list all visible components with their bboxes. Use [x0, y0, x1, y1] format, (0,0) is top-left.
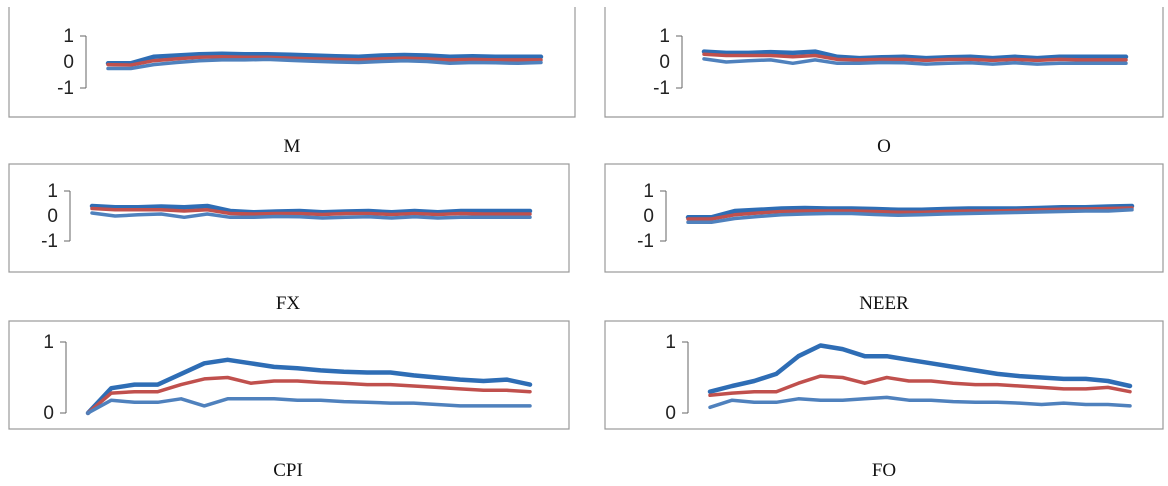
caption-fo: FO [871, 460, 897, 481]
y-axis-bracket [64, 190, 71, 242]
series-upper-line [701, 49, 1129, 61]
chart-frame [604, 320, 1164, 430]
series-lower-line [86, 397, 532, 415]
panel-o: 1 0 -1 [604, 6, 1164, 118]
caption-cpi: CPI [273, 460, 303, 481]
series-lower-line [106, 57, 543, 71]
y-tick-label: 1 [643, 181, 654, 202]
chart-fo: 10 [604, 320, 1164, 430]
y-tick-label: 0 [47, 206, 58, 227]
panel-neer: 1 0 -1 [604, 163, 1164, 273]
chart-o: 1 0 -1 [604, 7, 1164, 118]
series-median-line [686, 206, 1134, 221]
caption-m: M [283, 136, 301, 157]
y-tick-label: 0 [63, 52, 74, 73]
chart-frame [604, 7, 1164, 118]
y-tick-label: -1 [637, 231, 654, 252]
series-median-line [708, 374, 1132, 398]
caption-neer: NEER [859, 293, 909, 314]
series-lower-line [90, 211, 532, 220]
series-median-line [702, 52, 1128, 63]
chart-frame [8, 7, 576, 118]
y-tick-label: 1 [63, 26, 74, 47]
series-lower-line [686, 208, 1134, 225]
y-tick-label: 0 [659, 52, 670, 73]
y-axis-bracket [80, 35, 87, 89]
chart-cpi: 10 [8, 320, 570, 430]
series-median-line [86, 375, 532, 415]
y-tick-label: -1 [57, 78, 74, 99]
y-axis-bracket [682, 341, 689, 414]
chart-frame [604, 163, 1164, 273]
panel-fx: 1 0 -1 [8, 163, 570, 273]
series-upper-line [707, 343, 1133, 394]
y-tick-label: 1 [47, 181, 58, 202]
chart-frame [8, 320, 570, 430]
caption-fx: FX [275, 293, 301, 314]
y-tick-label: 1 [665, 332, 676, 353]
y-tick-label: 0 [643, 206, 654, 227]
chart-neer: 1 0 -1 [604, 163, 1164, 273]
chart-fx: 1 0 -1 [8, 163, 570, 273]
y-tick-label: 0 [43, 403, 54, 424]
y-axis-bracket [660, 190, 667, 242]
series-median-line [106, 55, 543, 67]
series-lower-line [702, 57, 1128, 66]
series-upper-line [85, 357, 533, 416]
y-tick-label: -1 [41, 231, 58, 252]
series-median-line [90, 206, 532, 217]
y-tick-label: 1 [659, 26, 670, 47]
y-tick-label: 0 [665, 403, 676, 424]
series-upper-line [105, 51, 544, 66]
caption-o: O [877, 136, 891, 157]
y-axis-bracket [676, 35, 683, 89]
panel-m: 1 0 -1 [8, 6, 576, 118]
y-axis-bracket [60, 341, 67, 414]
chart-frame [8, 163, 570, 273]
y-tick-label: 1 [43, 332, 54, 353]
series-upper-line [685, 203, 1135, 220]
series-upper-line [89, 203, 533, 215]
chart-m: 1 0 -1 [8, 7, 576, 118]
series-lower-line [708, 395, 1132, 410]
y-tick-label: -1 [653, 78, 670, 99]
